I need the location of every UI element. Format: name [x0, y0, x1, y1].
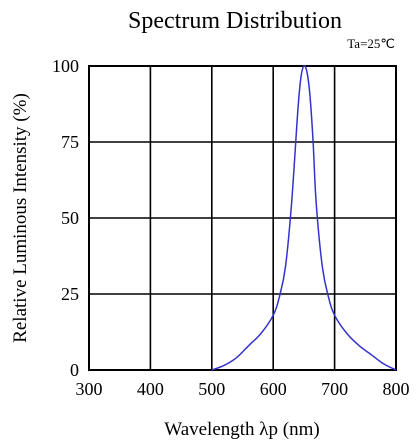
x-axis-label: Wavelength λp (nm)	[164, 419, 319, 440]
x-tick-label-400: 400	[137, 379, 164, 399]
y-tick-labels: 0 25 50 75 100	[52, 56, 79, 380]
y-tick-label-50: 50	[61, 208, 79, 228]
grid-lines	[89, 66, 396, 370]
x-tick-label-800: 800	[383, 379, 410, 399]
plot-frame	[88, 65, 397, 371]
x-tick-label-600: 600	[260, 379, 287, 399]
y-tick-label-100: 100	[52, 56, 79, 76]
y-tick-label-0: 0	[70, 360, 79, 380]
y-axis-label: Relative Luminous Intensity (%)	[10, 93, 31, 343]
y-tick-label-25: 25	[61, 284, 79, 304]
x-tick-label-500: 500	[198, 379, 225, 399]
x-tick-label-700: 700	[321, 379, 348, 399]
series-layer	[211, 65, 397, 371]
y-tick-label-75: 75	[61, 132, 79, 152]
x-tick-labels: 300 400 500 600 700 800	[76, 379, 410, 399]
chart-title: Spectrum Distribution	[128, 8, 342, 34]
series-line-0	[211, 65, 397, 371]
x-tick-label-300: 300	[76, 379, 103, 399]
chart-subtitle: Ta=25℃	[347, 36, 395, 51]
